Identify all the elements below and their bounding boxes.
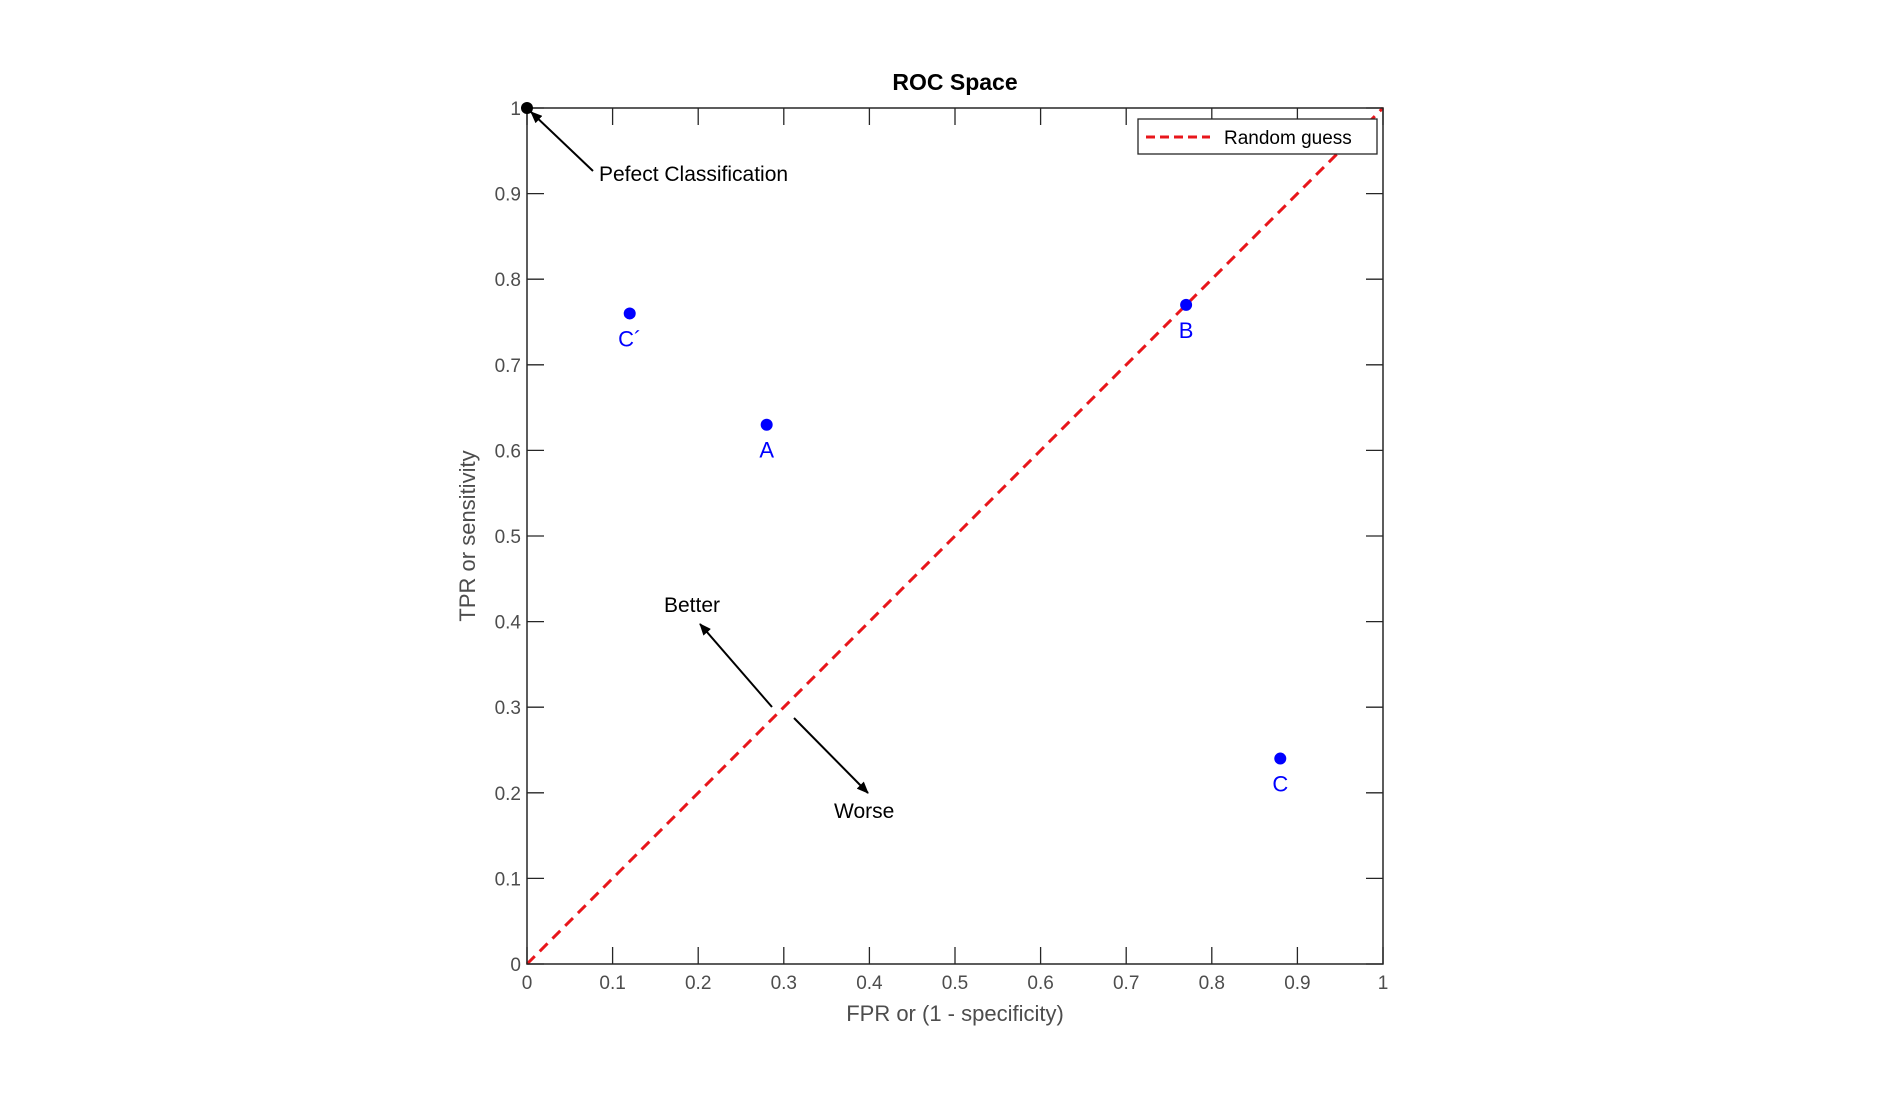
x-tick-label: 0.8 (1199, 973, 1225, 994)
y-tick-label: 0.7 (495, 356, 521, 377)
worse-arrow (793, 717, 869, 794)
x-tick-label: 0.7 (1113, 973, 1139, 994)
random-guess-line (525, 106, 1385, 966)
y-tick-label: 0.9 (495, 185, 521, 206)
y-tick-label: 1 (510, 99, 521, 120)
x-tick-label: 0.2 (685, 973, 711, 994)
x-tick-label: 0.6 (1027, 973, 1053, 994)
y-axis-label: TPR or sensitivity (455, 450, 480, 621)
legend-label-random-guess: Random guess (1224, 128, 1352, 149)
x-tick-label: 0.1 (599, 973, 625, 994)
x-tick-label: 1 (1378, 973, 1389, 994)
better-label: Better (664, 594, 720, 617)
y-tick-label: 0.4 (495, 613, 522, 634)
y-tick-label: 0.6 (495, 441, 521, 462)
data-point-label: A (759, 438, 774, 463)
y-tick-label: 0.3 (495, 698, 521, 719)
data-point-label: C (1272, 772, 1288, 797)
y-tick-label: 0.2 (495, 784, 521, 805)
data-point-label: B (1179, 318, 1194, 343)
x-tick-label: 0.9 (1284, 973, 1310, 994)
better-arrow (699, 623, 773, 708)
x-tick-label: 0.5 (942, 973, 968, 994)
x-tick-label: 0 (522, 973, 533, 994)
data-point-marker (760, 418, 773, 431)
data-point-marker (623, 307, 636, 320)
y-tick-label: 0.1 (495, 869, 521, 890)
perfect-classification-arrow (530, 111, 594, 172)
data-point-label: C´ (618, 326, 641, 351)
y-tick-label: 0.8 (495, 270, 521, 291)
perfect-classification-point (521, 102, 533, 114)
legend: Random guess (1137, 118, 1378, 155)
y-tick-label: 0 (510, 955, 521, 976)
data-points: A B C C´ (618, 298, 1288, 797)
y-tick-label: 0.5 (495, 527, 521, 548)
chart-title: ROC Space (892, 69, 1017, 95)
axis-tick-labels: 0 0.1 0.2 0.3 0.4 0.5 0.6 0.7 0.8 0.9 1 0 0.1 0.2 0.3 0… (495, 99, 1389, 994)
x-tick-label: 0.4 (856, 973, 883, 994)
worse-label: Worse (834, 800, 894, 823)
data-point-marker (1180, 298, 1193, 311)
x-axis-label: FPR or (1 - specificity) (846, 1001, 1064, 1026)
plot-frame (526, 107, 1384, 965)
perfect-classification-label: Pefect Classification (599, 163, 788, 186)
x-tick-label: 0.3 (771, 973, 797, 994)
data-point-marker (1274, 752, 1287, 765)
